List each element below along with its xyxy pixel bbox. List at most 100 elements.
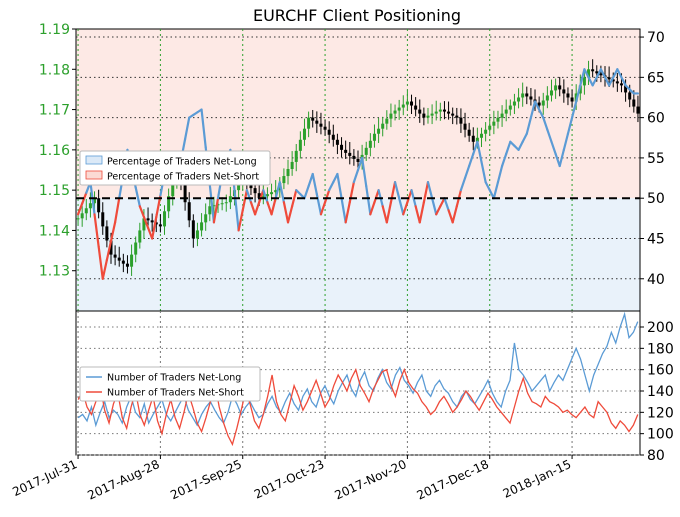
sentiment-line-segment [587, 76, 594, 87]
candle-body [562, 89, 566, 94]
sentiment-line-segment [468, 152, 475, 168]
candle-body [150, 220, 154, 223]
sentiment-line-segment [533, 100, 541, 111]
candle-body [220, 203, 224, 205]
sentiment-line-segment [352, 168, 360, 184]
candle-body [615, 81, 619, 84]
sentiment-line-segment [426, 180, 434, 200]
sentiment-line-segment [517, 140, 524, 151]
sentiment-line-segment [200, 108, 207, 149]
candle-body [290, 161, 294, 169]
sentiment-tick-label: 45 [647, 231, 665, 247]
sentiment-line-segment [620, 76, 627, 87]
candle-body [500, 113, 504, 118]
candle-body [364, 147, 368, 155]
sentiment-line-segment [138, 205, 146, 219]
sentiment-line-segment [476, 140, 483, 164]
sentiment-line-segment [603, 76, 611, 87]
candle-body [414, 105, 418, 110]
candle-body [224, 202, 228, 204]
sentiment-line-segment [323, 189, 331, 204]
candle-body [125, 263, 129, 267]
candle-body [632, 99, 636, 107]
sentiment-line-segment [431, 197, 438, 216]
sentiment-tick-label: 55 [647, 151, 665, 167]
sentiment-line-segment [365, 185, 372, 216]
candle-body [191, 220, 195, 239]
candle-body [410, 101, 414, 106]
sentiment-line-segment [525, 116, 533, 135]
legend-label: Number of Traders Net-Long [107, 373, 241, 384]
sentiment-line-segment [566, 116, 574, 135]
legend-box [79, 366, 261, 402]
sentiment-line-segment [340, 197, 347, 224]
sentiment-line-segment [286, 205, 294, 224]
legend-bottom: Number of Traders Net-Long Number of Trad… [79, 366, 261, 402]
date-tick-label: 2017-Aug-28 [85, 457, 161, 503]
candle-body [636, 106, 640, 114]
candle-body [591, 69, 595, 72]
sentiment-line-segment [505, 140, 512, 155]
sentiment-line-segment [81, 191, 88, 205]
sentiment-line-segment [463, 164, 471, 180]
count-tick-label: 200 [647, 320, 674, 336]
sentiment-line-segment [97, 245, 104, 280]
count-tick-label: 140 [647, 384, 674, 400]
candle-body [377, 128, 381, 134]
sentiment-line-segment [406, 189, 413, 204]
candle-body [105, 226, 109, 241]
candle-body [237, 184, 241, 191]
candle-body [434, 111, 438, 114]
sentiment-line-segment [480, 160, 487, 184]
sentiment-line-segment [328, 180, 335, 192]
price-tick-label: 1.17 [39, 103, 70, 119]
candle-body [117, 257, 121, 261]
price-tick-label: 1.13 [39, 264, 70, 280]
sentiment-line-segment [443, 197, 450, 212]
candle-body [265, 194, 269, 197]
legend-swatch-short [85, 170, 103, 180]
candle-body [405, 101, 409, 105]
candle-body [109, 240, 113, 255]
candle-body [471, 135, 475, 142]
candle-body [512, 101, 516, 106]
sentiment-line-segment [93, 213, 100, 248]
date-tick-label: 2017-Nov-20 [332, 457, 408, 502]
sentiment-line-segment [282, 201, 290, 224]
candle-body [97, 198, 101, 213]
candle-body [80, 213, 84, 219]
candle-body [249, 183, 253, 189]
candle-body [442, 109, 446, 112]
sentiment-line-segment [237, 209, 244, 232]
candle-body [587, 69, 591, 78]
candle-body [154, 222, 158, 225]
sentiment-line-segment [109, 221, 117, 243]
candle-body [134, 242, 138, 255]
candle-body [195, 230, 199, 239]
sentiment-line-segment [270, 197, 277, 216]
sentiment-line-segment [183, 116, 191, 141]
candle-body [467, 129, 471, 136]
candle-body [167, 196, 171, 212]
candle-body [146, 218, 150, 221]
candle-body [368, 140, 372, 148]
candle-body [397, 107, 401, 111]
candle-body [158, 224, 162, 227]
sentiment-line-segment [114, 197, 121, 224]
candle-body [389, 113, 393, 119]
candle-body [302, 128, 306, 140]
candle-body [393, 110, 397, 114]
candle-body [282, 176, 286, 184]
candle-body [253, 188, 257, 194]
sentiment-line-segment [212, 197, 220, 224]
candle-body [274, 190, 278, 193]
price-tick-label: 1.18 [39, 62, 70, 78]
candle-body [286, 168, 290, 177]
sentiment-line-segment [105, 240, 113, 262]
sentiment-line-segment [496, 164, 504, 184]
sentiment-line-segment [492, 180, 500, 200]
sentiment-line-segment [319, 201, 327, 216]
net-long-count-line [77, 311, 639, 428]
candle-body [327, 129, 331, 135]
